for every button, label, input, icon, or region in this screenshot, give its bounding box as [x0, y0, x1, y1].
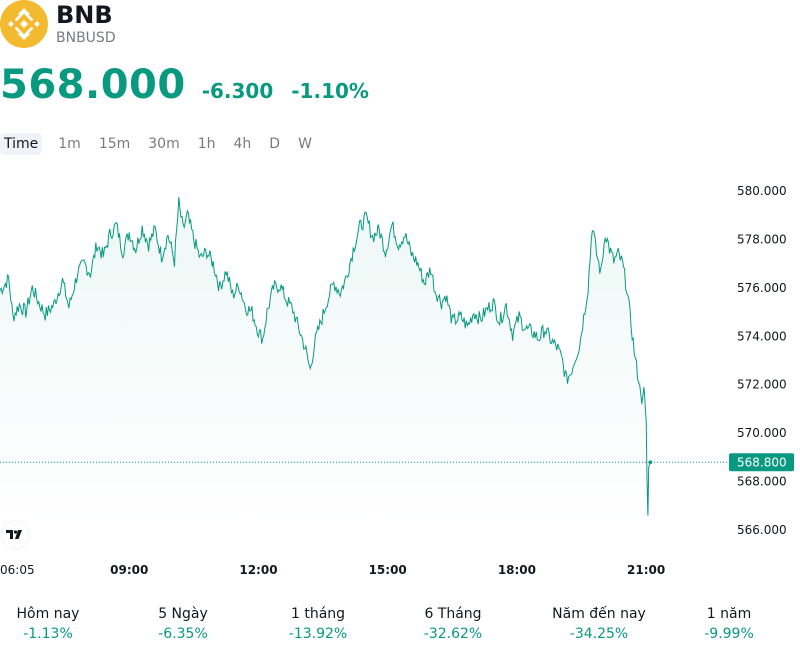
symbol-pair: BNBUSD — [56, 30, 116, 46]
price-change-percent: -1.10% — [291, 79, 369, 103]
interval-tabs: Time 1m 15m 30m 1h 4h D W — [0, 132, 322, 156]
current-price-dot — [648, 460, 653, 465]
performance-bar: Hôm nay -1.13% 5 Ngày -6.35% 1 tháng -13… — [0, 604, 800, 644]
x-tick-label: 06:05 — [0, 563, 35, 577]
perf-value: -34.25% — [569, 626, 629, 642]
perf-value: -6.35% — [158, 626, 208, 642]
perf-value: -1.13% — [23, 626, 73, 642]
tab-15m[interactable]: 15m — [98, 136, 131, 152]
x-axis: 06:05 09:00 12:00 15:00 18:00 21:00 — [0, 563, 665, 577]
price-area — [0, 197, 651, 530]
perf-item-1m[interactable]: 1 tháng -13.92% — [270, 604, 366, 644]
y-tick-label: 566.000 — [737, 523, 787, 537]
price-chart[interactable]: 580.000 578.000 576.000 574.000 572.000 570.0… — [0, 170, 800, 590]
y-tick-label: 570.000 — [737, 426, 787, 440]
perf-label: 6 Tháng — [424, 606, 482, 622]
current-price-label: 568.800 — [737, 456, 787, 470]
tradingview-logo-icon[interactable] — [2, 522, 28, 548]
symbol-name: BNB — [56, 1, 113, 29]
perf-item-6m[interactable]: 6 Tháng -32.62% — [366, 604, 540, 644]
price-line — [0, 197, 651, 516]
perf-label: 1 tháng — [290, 606, 346, 622]
perf-item-5d[interactable]: 5 Ngày -6.35% — [96, 604, 270, 644]
y-tick-label: 580.000 — [737, 184, 787, 198]
perf-label: 1 năm — [706, 606, 752, 622]
y-tick-label: 572.000 — [737, 378, 787, 392]
y-tick-label: 574.000 — [737, 329, 787, 343]
x-tick-label: 09:00 — [110, 563, 148, 577]
price-change: -6.300 — [201, 79, 274, 103]
last-price: 568.000 — [0, 62, 186, 108]
tab-time[interactable]: Time — [0, 133, 43, 155]
price-row: 568.000 -6.300 -1.10% — [0, 62, 369, 108]
perf-label: Hôm nay — [16, 606, 80, 622]
x-tick-label: 15:00 — [369, 563, 407, 577]
bnb-logo-icon — [0, 0, 48, 48]
perf-item-ytd[interactable]: Năm đến nay -34.25% — [540, 604, 658, 644]
tab-30m[interactable]: 30m — [148, 136, 180, 152]
tab-w[interactable]: W — [298, 136, 312, 152]
perf-item-today[interactable]: Hôm nay -1.13% — [0, 604, 96, 644]
tab-1m[interactable]: 1m — [58, 136, 81, 152]
perf-value: -9.99% — [704, 626, 754, 642]
tab-d[interactable]: D — [269, 136, 281, 152]
current-price-badge — [729, 453, 794, 472]
tab-1h[interactable]: 1h — [197, 136, 216, 152]
perf-label: Năm đến nay — [552, 606, 646, 622]
y-axis: 580.000 578.000 576.000 574.000 572.000 570.0… — [737, 184, 787, 537]
x-tick-label: 18:00 — [498, 563, 536, 577]
y-tick-label: 576.000 — [737, 281, 787, 295]
symbol-header: BNB BNBUSD 568.000 -6.300 -1.10% — [0, 0, 800, 120]
x-tick-label: 12:00 — [239, 563, 277, 577]
tab-4h[interactable]: 4h — [233, 136, 252, 152]
perf-label: 5 Ngày — [158, 606, 208, 622]
y-tick-label: 568.000 — [737, 475, 787, 489]
y-tick-label: 578.000 — [737, 232, 787, 246]
perf-item-1y[interactable]: 1 năm -9.99% — [658, 604, 800, 644]
perf-value: -13.92% — [288, 626, 348, 642]
x-tick-label: 21:00 — [627, 563, 665, 577]
perf-value: -32.62% — [423, 626, 483, 642]
